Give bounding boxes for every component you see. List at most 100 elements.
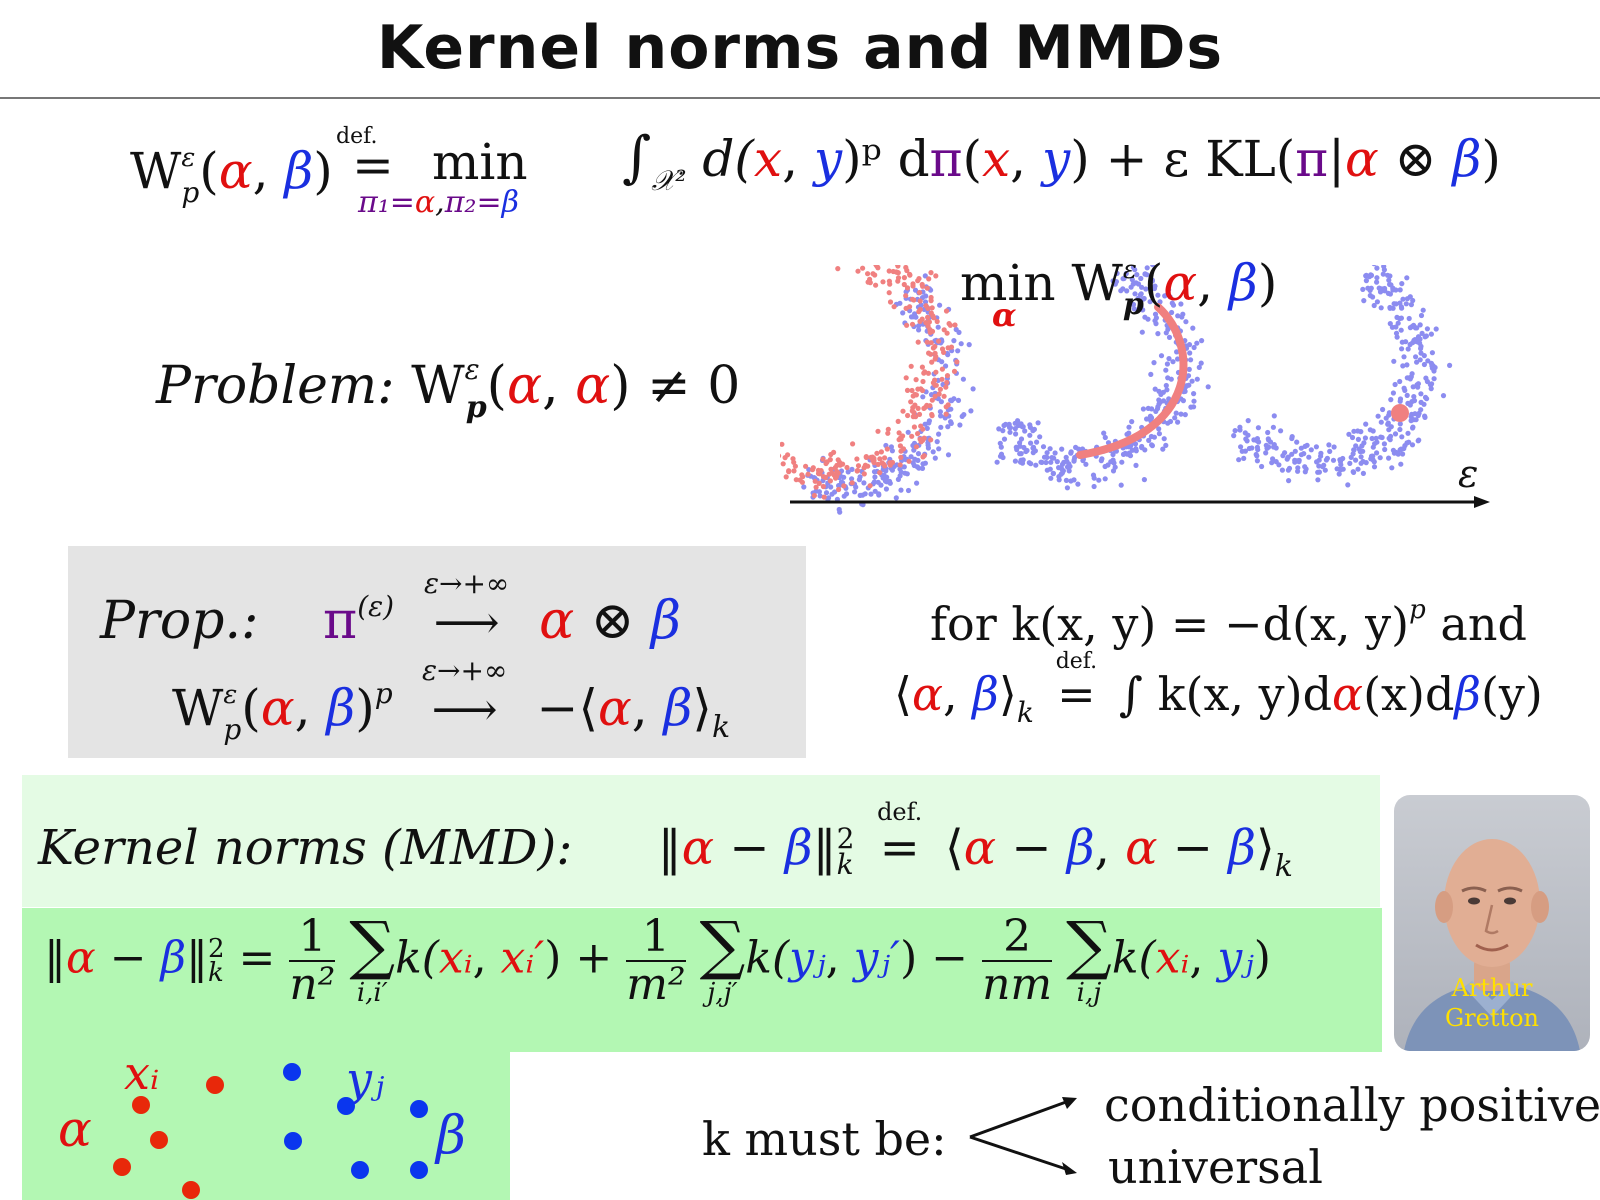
scatter-point xyxy=(841,474,847,480)
scatter-point xyxy=(1355,436,1361,442)
fraction-1-over-m2: 1 m² xyxy=(626,911,686,1010)
scatter-point xyxy=(920,426,926,432)
scatter-point xyxy=(820,474,827,480)
scatter-point xyxy=(1292,457,1298,463)
scatter-point xyxy=(1399,434,1405,440)
scatter-point xyxy=(1388,282,1394,288)
scatter-point xyxy=(1150,265,1156,268)
scatter-point xyxy=(1072,454,1078,461)
scatter-point xyxy=(835,266,841,272)
scatter-point xyxy=(1040,444,1047,450)
scatter-point xyxy=(1241,455,1247,461)
scatter-point xyxy=(1386,412,1392,418)
scatter-point xyxy=(937,386,943,392)
scatter-point xyxy=(925,323,931,329)
scatter-point xyxy=(875,428,881,434)
scatter-point xyxy=(951,368,958,374)
scatter-point xyxy=(916,411,923,417)
scatter-point xyxy=(1255,425,1261,431)
scatter-point xyxy=(1152,283,1158,289)
scatter-point xyxy=(1374,275,1380,281)
scatter-point xyxy=(1374,265,1380,271)
scatter-point xyxy=(1155,404,1161,410)
scatter-point xyxy=(835,470,841,476)
scatter-point xyxy=(1374,299,1380,305)
scatter-point xyxy=(1126,424,1132,430)
scatter-point xyxy=(1362,435,1368,441)
kernel-definition-line-2: ⟨α, β⟩k def. = ∫ k(x, y)dα(x)dβ(y) xyxy=(894,649,1543,730)
scatter-point xyxy=(1014,446,1020,453)
scatter-point xyxy=(898,487,904,493)
scatter-point xyxy=(1392,381,1398,388)
scatter-point xyxy=(1371,464,1378,470)
scatter-point xyxy=(1374,439,1380,445)
scatter-point xyxy=(1169,309,1175,316)
scatter-point xyxy=(1153,408,1159,414)
scatter-point xyxy=(1013,431,1019,437)
scatter-point xyxy=(936,391,942,397)
scatter-point xyxy=(1138,275,1144,282)
scatter-point xyxy=(1349,434,1356,441)
scatter-point xyxy=(1318,450,1324,456)
scatter-point xyxy=(920,378,926,385)
scatter-point xyxy=(955,397,962,403)
scatter-point xyxy=(1405,430,1411,436)
scatter-point xyxy=(1161,398,1167,404)
scatter-point xyxy=(1041,454,1048,460)
scatter-point xyxy=(1205,384,1211,390)
scatter-point xyxy=(886,478,893,484)
scatter-point xyxy=(855,467,861,474)
scatter-point xyxy=(1162,293,1168,299)
scatter-point xyxy=(917,289,923,296)
scatter-point xyxy=(900,433,906,439)
scatter-point xyxy=(1173,410,1179,416)
scatter-point xyxy=(1027,422,1033,428)
scatter-point xyxy=(1156,426,1162,432)
scatter-point xyxy=(1063,477,1069,483)
scatter-point xyxy=(1148,371,1154,377)
scatter-point xyxy=(885,430,891,436)
alpha-sample-point xyxy=(113,1158,131,1176)
slide-title: Kernel norms and MMDs xyxy=(376,13,1224,83)
scatter-point xyxy=(1347,460,1353,466)
scatter-point xyxy=(1000,428,1006,434)
scatter-point xyxy=(780,441,785,447)
scatter-point xyxy=(1112,464,1118,470)
scatter-point xyxy=(816,489,822,495)
scatter-point xyxy=(1083,461,1089,467)
scatter-point xyxy=(849,480,855,486)
scatter-point xyxy=(1178,301,1184,307)
scatter-point xyxy=(1153,321,1159,327)
scatter-point xyxy=(1064,485,1070,491)
scatter-point xyxy=(1315,469,1321,475)
scatter-point xyxy=(799,472,805,478)
scatter-point xyxy=(1397,421,1403,427)
scatter-point xyxy=(935,324,941,330)
scatter-point xyxy=(1386,435,1392,441)
scatter-point xyxy=(1050,470,1056,476)
scatter-point xyxy=(1410,297,1416,304)
scatter-point xyxy=(897,300,903,306)
scatter-point xyxy=(893,495,899,501)
scatter-point xyxy=(1149,406,1155,412)
scatter-point xyxy=(1418,312,1425,319)
scatter-point xyxy=(817,493,823,499)
scatter-point xyxy=(1194,376,1200,382)
scatter-point xyxy=(936,446,942,452)
scatter-point xyxy=(887,299,894,305)
scatter-point xyxy=(1166,287,1172,293)
scatter-point xyxy=(941,393,947,399)
scatter-point xyxy=(1152,311,1159,317)
scatter-point xyxy=(1001,436,1008,442)
scatter-point xyxy=(1413,354,1419,360)
scatter-point xyxy=(921,405,927,411)
scatter-point xyxy=(1098,458,1104,464)
scatter-point xyxy=(951,338,957,344)
scatter-point xyxy=(1428,331,1434,337)
fraction-2-over-nm: 2 nm xyxy=(982,911,1053,1010)
scatter-point xyxy=(900,408,906,414)
scatter-point xyxy=(1334,466,1340,472)
scatter-point xyxy=(1119,459,1125,465)
scatter-point xyxy=(909,408,915,414)
scatter-point xyxy=(1393,324,1399,330)
